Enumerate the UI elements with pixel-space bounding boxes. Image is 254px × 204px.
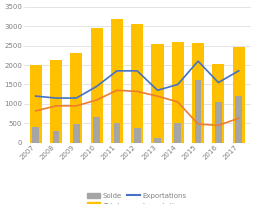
Bar — [211, 64, 224, 143]
Bar — [133, 128, 140, 143]
Bar — [73, 124, 79, 143]
Bar — [153, 138, 160, 143]
Bar — [32, 127, 39, 143]
Bar — [214, 102, 221, 143]
Bar — [70, 53, 82, 143]
Bar — [151, 44, 163, 143]
Legend: Solde, Total, Exportations, Importations: Solde, Total, Exportations, Importations — [84, 190, 189, 204]
Bar — [234, 96, 241, 143]
Bar — [232, 47, 244, 143]
Bar — [50, 60, 62, 143]
Bar — [110, 19, 122, 143]
Bar — [93, 117, 100, 143]
Bar — [113, 123, 120, 143]
Bar — [171, 42, 183, 143]
Bar — [191, 43, 203, 143]
Bar — [194, 80, 201, 143]
Bar — [90, 28, 102, 143]
Bar — [53, 131, 59, 143]
Bar — [174, 123, 180, 143]
Bar — [131, 24, 143, 143]
Bar — [29, 65, 42, 143]
